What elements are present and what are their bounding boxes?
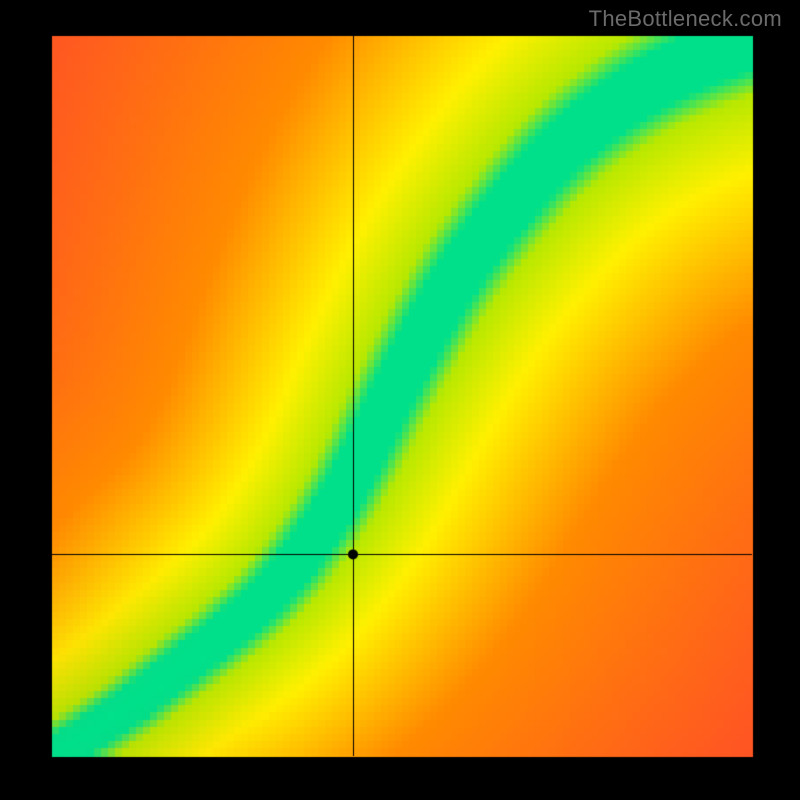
watermark-text: TheBottleneck.com xyxy=(589,6,782,32)
bottleneck-heatmap-canvas xyxy=(0,0,800,800)
chart-container: TheBottleneck.com xyxy=(0,0,800,800)
